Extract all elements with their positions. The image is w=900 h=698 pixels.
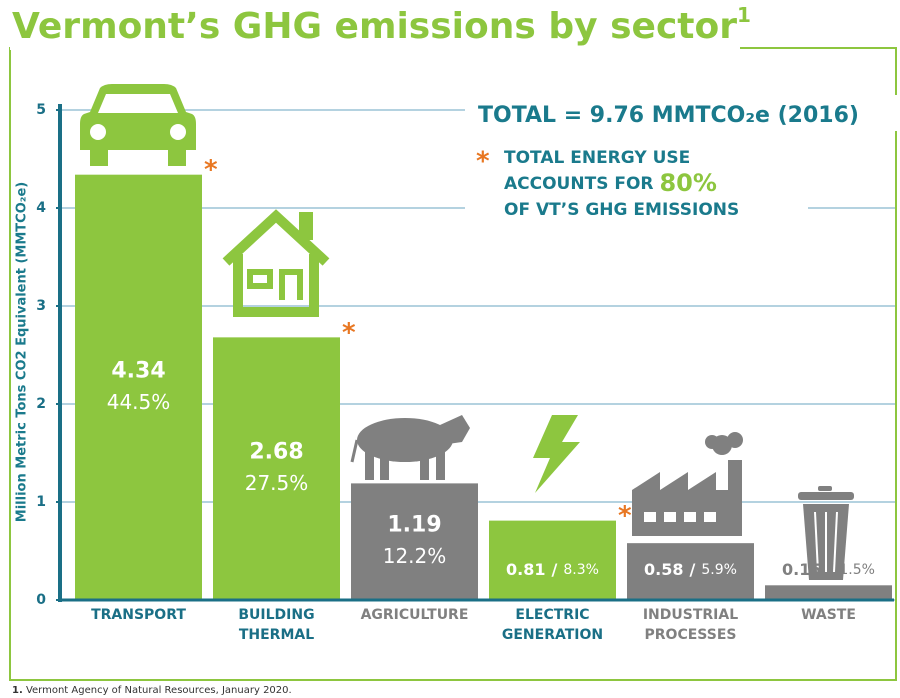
y-tick-label: 0: [36, 592, 46, 608]
x-tick-label: BUILDING: [238, 607, 314, 623]
value-label: 0.15: [782, 560, 821, 579]
chart-title: Vermont’s GHG emissions by sector1: [12, 3, 751, 48]
value-label: 0.58: [644, 560, 683, 579]
x-tick-label: INDUSTRIAL: [643, 607, 738, 623]
bar: [351, 483, 478, 600]
y-tick-label: 4: [36, 200, 46, 216]
y-axis-label: Million Metric Tons CO2 Equivalent (MMTC…: [15, 182, 30, 522]
x-tick-label: GENERATION: [502, 627, 603, 643]
energy-note: ACCOUNTS FOR 80%: [504, 169, 717, 197]
bar: [75, 174, 202, 600]
energy-share: 80%: [659, 169, 716, 197]
x-tick-label: TRANSPORT: [91, 607, 186, 623]
lightning-icon: [533, 415, 580, 493]
inline-label: 0.81 / 8.3%: [506, 560, 599, 579]
bars: [75, 174, 892, 600]
share-label: 1.5%: [839, 562, 875, 578]
factory-icon: [632, 432, 743, 536]
x-tick-label: AGRICULTURE: [361, 607, 469, 623]
share-label: 5.9%: [701, 562, 737, 578]
car-icon: [80, 84, 196, 166]
energy-note-part: ACCOUNTS FOR: [504, 174, 659, 194]
x-tick-label: THERMAL: [239, 627, 314, 643]
total-note: TOTAL = 9.76 MMTCO₂e (2016): [478, 103, 859, 128]
cow-icon: [350, 415, 470, 480]
energy-marker: *: [342, 318, 356, 348]
separator: /: [828, 560, 834, 579]
separator: /: [552, 560, 558, 579]
x-tick-label: WASTE: [801, 607, 856, 623]
inline-label: 0.58 / 5.9%: [644, 560, 737, 579]
share-label: 27.5%: [245, 471, 309, 495]
bar: [765, 585, 892, 600]
house-icon: [222, 209, 330, 317]
note-marker: *: [476, 147, 490, 177]
footnote-number: 1.: [12, 685, 23, 696]
separator: /: [690, 560, 696, 579]
y-tick-label: 1: [36, 494, 46, 510]
energy-marker: *: [204, 155, 218, 185]
bar: [489, 520, 616, 600]
y-tick-label: 5: [36, 102, 46, 118]
x-tick-label: ELECTRIC: [515, 607, 589, 623]
inline-label: 0.15 / 1.5%: [782, 560, 875, 579]
note-bg: [465, 95, 897, 131]
share-label: 44.5%: [107, 390, 171, 414]
y-tick-label: 2: [36, 396, 46, 412]
bin-icon: [798, 486, 854, 580]
footnote-text: Vermont Agency of Natural Resources, Jan…: [23, 685, 292, 696]
value-label: 1.19: [387, 513, 441, 538]
bar: [213, 337, 340, 600]
share-label: 12.2%: [383, 544, 447, 568]
note-bg: [465, 131, 808, 227]
title-text: Vermont’s GHG emissions by sector: [12, 6, 737, 47]
title-note: 1: [737, 3, 751, 27]
energy-note: OF VT’S GHG EMISSIONS: [504, 200, 739, 220]
energy-note: TOTAL ENERGY USE: [504, 148, 690, 168]
value-label: 4.34: [111, 358, 165, 383]
y-tick-label: 3: [36, 298, 46, 314]
footnote: 1. Vermont Agency of Natural Resources, …: [12, 685, 292, 696]
x-tick-label: PROCESSES: [645, 627, 737, 643]
value-label: 0.81: [506, 560, 545, 579]
bar: [627, 543, 754, 600]
value-label: 2.68: [249, 440, 303, 465]
energy-marker: *: [618, 501, 632, 531]
share-label: 8.3%: [563, 562, 599, 578]
title-bg: [10, 0, 740, 50]
